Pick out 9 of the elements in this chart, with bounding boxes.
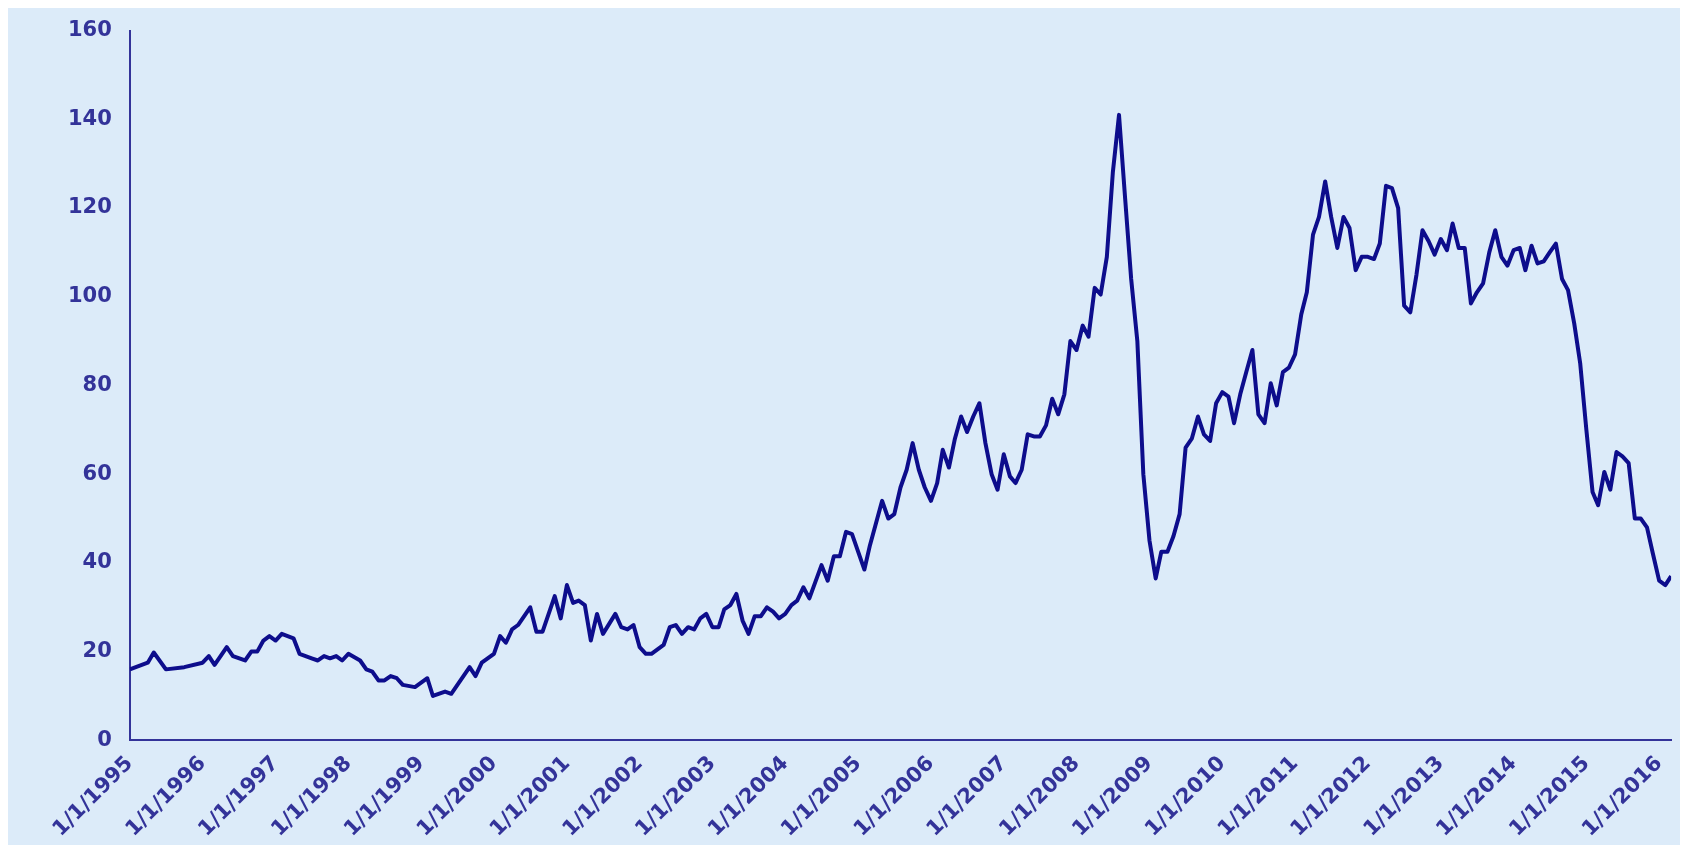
y-tick-label: 20	[82, 638, 112, 663]
y-tick-label: 160	[67, 17, 112, 42]
y-tick-label: 100	[67, 283, 112, 308]
y-tick-label: 80	[82, 371, 112, 396]
y-tick-label: 140	[67, 105, 112, 130]
y-tick-label: 40	[82, 549, 112, 574]
y-tick-label: 60	[82, 460, 112, 485]
y-tick-label: 0	[97, 726, 112, 751]
y-tick-label: 120	[67, 194, 112, 219]
